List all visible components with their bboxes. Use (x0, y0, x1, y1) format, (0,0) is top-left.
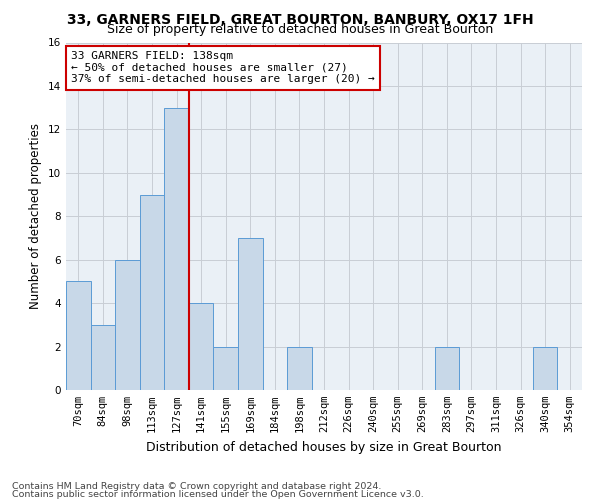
Bar (91, 325, 115, 390)
Bar (434, 346, 459, 390)
Text: 33 GARNERS FIELD: 138sqm
← 50% of detached houses are smaller (27)
37% of semi-d: 33 GARNERS FIELD: 138sqm ← 50% of detach… (71, 51, 375, 84)
Bar (164, 108, 189, 390)
Y-axis label: Number of detached properties: Number of detached properties (29, 123, 43, 309)
Text: Contains public sector information licensed under the Open Government Licence v3: Contains public sector information licen… (12, 490, 424, 499)
Bar (189, 303, 214, 390)
Bar (66, 282, 91, 390)
Bar (115, 260, 140, 390)
Bar (287, 346, 312, 390)
Text: Size of property relative to detached houses in Great Bourton: Size of property relative to detached ho… (107, 22, 493, 36)
X-axis label: Distribution of detached houses by size in Great Bourton: Distribution of detached houses by size … (146, 440, 502, 454)
Text: Contains HM Land Registry data © Crown copyright and database right 2024.: Contains HM Land Registry data © Crown c… (12, 482, 382, 491)
Bar (238, 238, 263, 390)
Bar (533, 346, 557, 390)
Bar (140, 194, 164, 390)
Bar (214, 346, 238, 390)
Text: 33, GARNERS FIELD, GREAT BOURTON, BANBURY, OX17 1FH: 33, GARNERS FIELD, GREAT BOURTON, BANBUR… (67, 12, 533, 26)
